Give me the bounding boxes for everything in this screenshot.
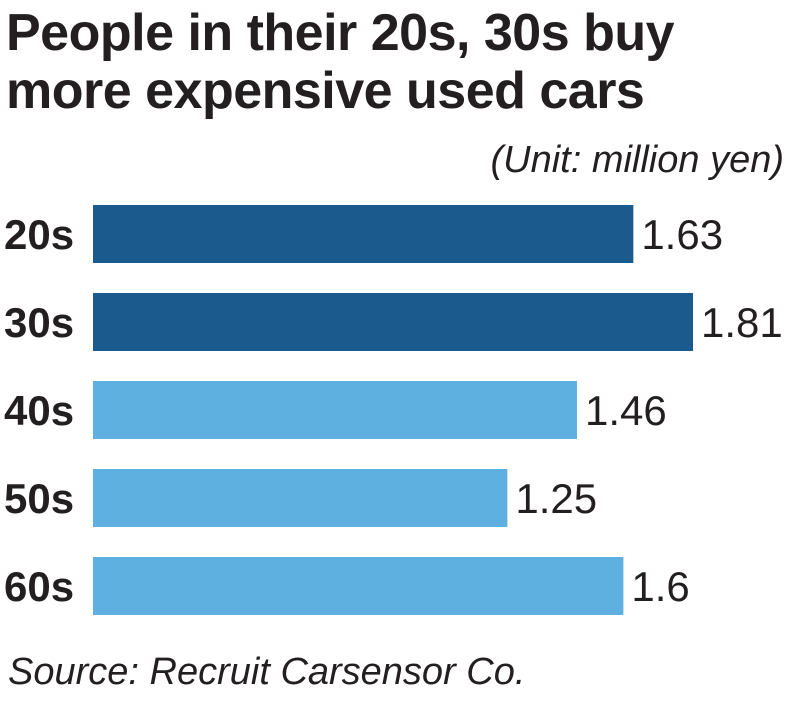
value-label-60s: 1.6 [631,563,689,610]
chart-title-line-1: People in their 20s, 30s buy [6,4,675,62]
category-label-20s: 20s [4,211,74,258]
bar-40s [93,381,577,439]
chart-title-line-2: more expensive used cars [6,62,645,120]
unit-note: (Unit: million yen) [490,139,784,181]
source-note: Source: Recruit Carsensor Co. [8,651,526,693]
bar-chart: 20s 1.63 30s 1.81 40s 1.46 50s 1.25 60s 1.6 [4,205,783,615]
value-label-50s: 1.25 [515,475,597,522]
category-label-50s: 50s [4,475,74,522]
category-label-40s: 40s [4,387,74,434]
chart-title: People in their 20s, 30s buy more expens… [6,4,796,120]
value-label-30s: 1.81 [701,299,783,346]
bar-50s [93,469,508,527]
category-label-30s: 30s [4,299,74,346]
value-label-40s: 1.46 [585,387,667,434]
bar-20s [93,205,634,263]
bar-60s [93,557,624,615]
bar-30s [93,293,693,351]
category-label-60s: 60s [4,563,74,610]
value-label-20s: 1.63 [641,211,723,258]
